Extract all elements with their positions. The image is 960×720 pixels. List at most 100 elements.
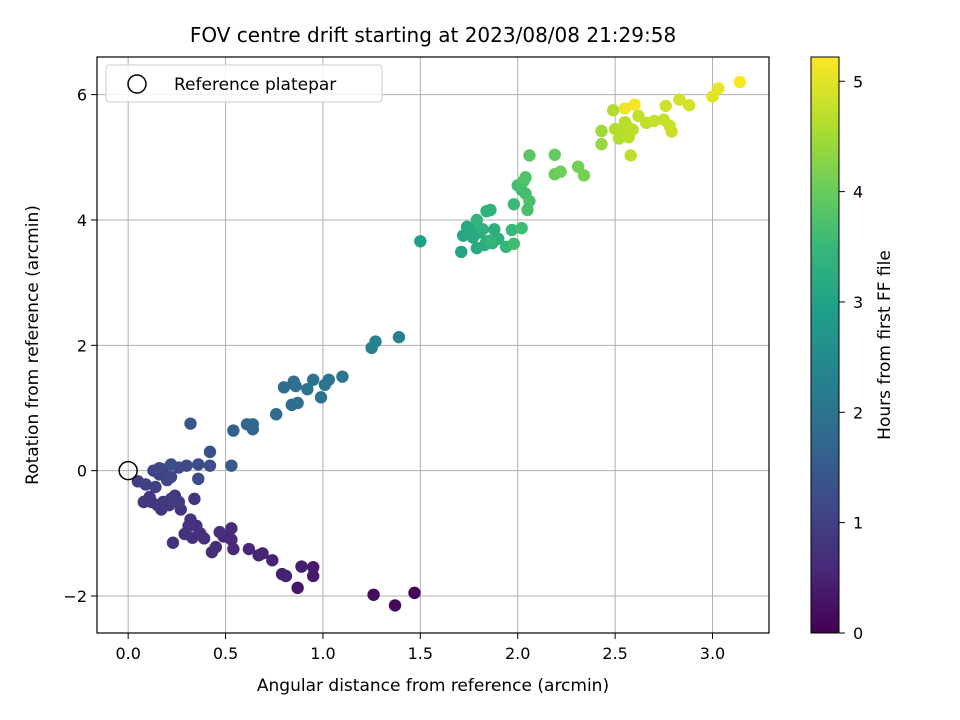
data-point xyxy=(595,137,608,151)
data-point xyxy=(554,165,567,178)
data-point xyxy=(595,124,608,138)
data-point xyxy=(515,221,528,235)
data-point xyxy=(242,542,256,556)
data-point xyxy=(712,82,725,95)
data-point xyxy=(476,223,489,236)
data-point xyxy=(505,223,519,237)
data-point xyxy=(291,396,304,410)
data-point xyxy=(336,370,349,383)
grid-lines xyxy=(97,57,769,633)
data-point xyxy=(164,470,178,484)
y-tick-label: 6 xyxy=(77,86,87,105)
data-point xyxy=(519,171,532,184)
data-point xyxy=(488,223,501,236)
data-point xyxy=(213,525,226,539)
data-point xyxy=(523,149,536,162)
data-point xyxy=(628,98,641,111)
data-point xyxy=(180,459,193,472)
y-axis-ticks: −2 0 2 4 6 xyxy=(63,86,97,606)
data-point xyxy=(484,203,497,217)
data-point xyxy=(624,149,637,162)
data-point xyxy=(507,237,521,250)
data-point xyxy=(252,549,265,562)
x-tick-label: 1.5 xyxy=(408,644,433,663)
data-point xyxy=(388,599,402,612)
data-point xyxy=(182,519,195,533)
data-point xyxy=(307,373,320,386)
data-point xyxy=(682,99,696,112)
data-point xyxy=(164,458,178,471)
data-point xyxy=(484,234,497,247)
data-point xyxy=(414,235,427,248)
data-point xyxy=(733,75,746,89)
data-point xyxy=(143,490,156,504)
data-point xyxy=(647,114,661,128)
data-point xyxy=(205,545,219,559)
data-point xyxy=(673,93,686,106)
data-point xyxy=(227,424,240,437)
data-point xyxy=(192,458,205,471)
data-point xyxy=(184,417,197,430)
legend-box xyxy=(105,64,383,103)
data-point xyxy=(270,408,283,421)
data-point xyxy=(307,560,320,574)
data-point xyxy=(618,102,632,115)
colorbar-tick-label: 5 xyxy=(853,72,863,91)
y-tick-label: 4 xyxy=(77,211,87,230)
data-point xyxy=(392,330,406,344)
x-axis-label: Angular distance from reference (arcmin) xyxy=(257,676,609,696)
y-axis-label: Rotation from reference (arcmin) xyxy=(23,205,43,485)
data-point xyxy=(606,104,620,117)
data-point xyxy=(571,160,585,173)
colorbar-tick-label: 3 xyxy=(853,293,863,312)
data-point xyxy=(266,554,279,567)
data-point xyxy=(507,198,521,211)
data-point xyxy=(246,418,260,431)
data-point xyxy=(291,581,304,595)
x-axis-ticks: 0.0 0.5 1.0 1.5 2.0 2.5 3.0 xyxy=(115,633,725,663)
colorbar-ticks: 0 1 2 3 4 5 xyxy=(839,72,863,643)
colorbar xyxy=(810,56,840,634)
data-point xyxy=(149,480,162,494)
data-point xyxy=(227,542,240,556)
legend: Reference platepar xyxy=(105,64,383,103)
data-point xyxy=(367,588,380,601)
colorbar-tick-label: 4 xyxy=(853,183,863,202)
colorbar-tick-label: 0 xyxy=(853,624,863,643)
data-point xyxy=(408,586,421,600)
data-point xyxy=(548,148,561,161)
x-tick-label: 2.0 xyxy=(505,644,530,663)
data-point xyxy=(577,169,591,182)
data-point xyxy=(289,379,302,393)
x-tick-label: 2.5 xyxy=(602,644,627,663)
data-point xyxy=(188,492,201,506)
data-point xyxy=(295,560,308,573)
reference-marker xyxy=(118,460,138,481)
x-tick-label: 0.0 xyxy=(115,644,140,663)
data-point xyxy=(470,213,484,227)
data-point xyxy=(277,381,291,394)
data-point xyxy=(322,373,335,386)
colorbar-label: Hours from first FF file xyxy=(875,250,895,440)
data-point xyxy=(164,492,178,506)
data-point xyxy=(659,99,672,113)
x-tick-label: 1.0 xyxy=(310,644,335,663)
y-tick-label: 2 xyxy=(77,336,87,355)
data-point xyxy=(622,131,635,144)
data-point xyxy=(369,335,382,348)
scatter-points xyxy=(131,75,746,612)
legend-marker-icon xyxy=(127,74,147,94)
data-point xyxy=(225,522,238,535)
data-point xyxy=(279,569,293,583)
data-point xyxy=(455,245,468,259)
data-point xyxy=(139,478,152,491)
data-point xyxy=(314,391,328,404)
colorbar-tick-label: 1 xyxy=(853,514,863,533)
colorbar-tick-label: 2 xyxy=(853,403,863,422)
data-point xyxy=(166,536,180,549)
data-point xyxy=(665,125,678,138)
x-tick-label: 3.0 xyxy=(700,644,725,663)
data-point xyxy=(203,459,217,472)
data-point xyxy=(307,569,320,583)
